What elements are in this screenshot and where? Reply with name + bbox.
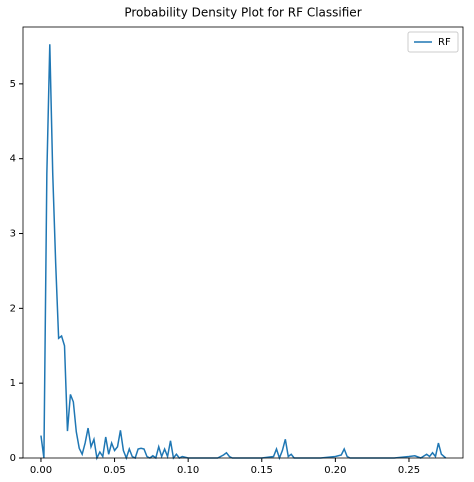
line (40, 44, 447, 461)
y-tick-label: 3 (10, 229, 16, 240)
y-tick-label: 0 (10, 453, 16, 464)
y-tick-label: 2 (10, 303, 16, 314)
legend-label: RF (438, 37, 451, 48)
legend-box (407, 31, 459, 53)
x-tick-label: 0.20 (324, 465, 346, 476)
chart-title: Probability Density Plot for RF Classifi… (124, 6, 361, 20)
axes-frame (22, 26, 464, 459)
x-tick-label: 0.05 (103, 465, 125, 476)
x-tick-label: 0.15 (251, 465, 273, 476)
x-tick-label: 0.25 (398, 465, 420, 476)
x-tick-label: 0.00 (30, 465, 52, 476)
x-tick-label: 0.10 (177, 465, 199, 476)
y-tick-label: 5 (10, 79, 16, 90)
y-tick-label: 4 (10, 154, 16, 165)
y-tick-label: 1 (10, 378, 16, 389)
